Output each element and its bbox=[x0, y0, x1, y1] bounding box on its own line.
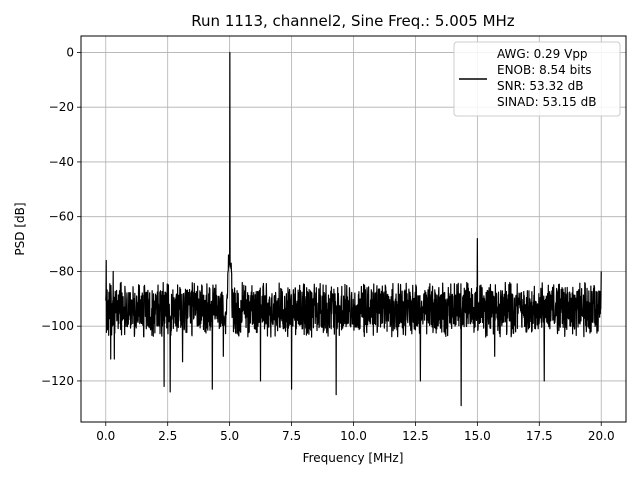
y-axis-ticks: 0 −20 −40 −60 −80 −100 −120 bbox=[41, 45, 81, 388]
y-tick-label: 0 bbox=[66, 45, 74, 59]
x-tick-label: 20.0 bbox=[588, 429, 615, 443]
x-axis-ticks: 0.0 2.5 5.0 7.5 10.0 12.5 15.0 17.5 20.0 bbox=[96, 422, 615, 443]
x-tick-label: 5.0 bbox=[220, 429, 239, 443]
y-tick-label: −100 bbox=[41, 319, 74, 333]
legend-enob: ENOB: 8.54 bits bbox=[497, 63, 592, 77]
x-axis-label: Frequency [MHz] bbox=[303, 451, 404, 465]
legend-box bbox=[453, 41, 621, 117]
x-tick-label: 0.0 bbox=[96, 429, 115, 443]
legend-snr: SNR: 53.32 dB bbox=[497, 79, 583, 93]
legend: AWG: 0.29 Vpp ENOB: 8.54 bits SNR: 53.32… bbox=[453, 41, 621, 117]
chart-title: Run 1113, channel2, Sine Freq.: 5.005 MH… bbox=[191, 12, 515, 30]
y-tick-label: −40 bbox=[49, 155, 74, 169]
x-tick-label: 7.5 bbox=[282, 429, 301, 443]
psd-line bbox=[105, 51, 602, 407]
y-tick-label: −20 bbox=[49, 100, 74, 114]
y-tick-label: −60 bbox=[49, 210, 74, 224]
legend-awg: AWG: 0.29 Vpp bbox=[497, 47, 588, 61]
y-axis-label: PSD [dB] bbox=[13, 202, 27, 255]
psd-series-line bbox=[105, 51, 602, 407]
x-tick-label: 17.5 bbox=[526, 429, 553, 443]
x-tick-label: 2.5 bbox=[158, 429, 177, 443]
legend-sinad: SINAD: 53.15 dB bbox=[497, 95, 596, 109]
x-tick-label: 12.5 bbox=[402, 429, 429, 443]
x-tick-label: 15.0 bbox=[464, 429, 491, 443]
y-tick-label: −80 bbox=[49, 264, 74, 278]
y-tick-label: −120 bbox=[41, 374, 74, 388]
x-tick-label: 10.0 bbox=[340, 429, 367, 443]
